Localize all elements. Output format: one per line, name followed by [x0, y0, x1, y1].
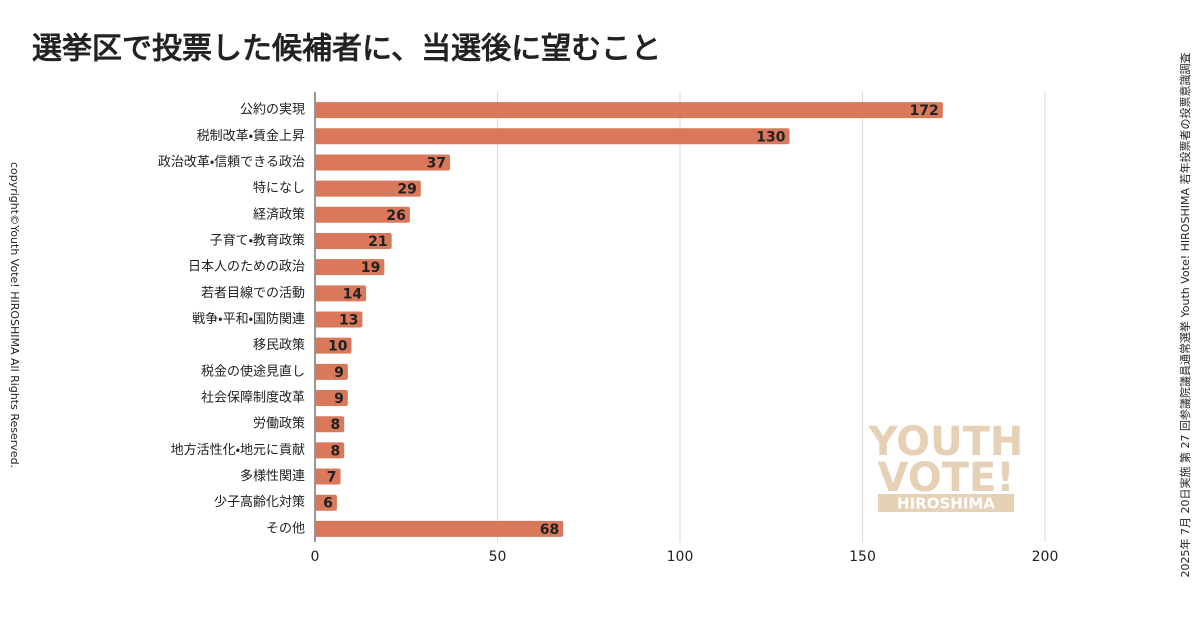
- source-note: 2025年 7月 20日実施 第 27 回参議院議員通常選挙 Youth Vot…: [1178, 53, 1192, 578]
- bar: [315, 180, 421, 197]
- value-label: 14: [343, 286, 363, 302]
- bar: [315, 520, 564, 537]
- y-tick-label: 移民政策: [253, 337, 305, 353]
- y-tick-label: 少子高齢化対策: [214, 494, 305, 510]
- logo-line: VOTE!: [877, 455, 1014, 501]
- value-label: 9: [334, 391, 344, 407]
- y-tick-label: 政治改革・信頼できる政治: [158, 154, 305, 170]
- y-tick-label: 日本人のための政治: [188, 260, 305, 275]
- y-tick-label: 多様性関連: [240, 469, 305, 484]
- x-tick-label: 0: [311, 549, 320, 565]
- value-label: 10: [328, 339, 348, 355]
- value-label: 172: [910, 103, 939, 119]
- bar: [315, 442, 345, 459]
- bar: [315, 206, 410, 223]
- bar: [315, 468, 341, 485]
- bar: [315, 337, 352, 354]
- value-label: 68: [540, 522, 559, 538]
- logo-line: YOUTH: [868, 419, 1024, 465]
- y-tick-label: 税制改革・賃金上昇: [197, 129, 305, 144]
- value-label: 6: [323, 496, 333, 512]
- x-tick-label: 50: [489, 549, 507, 565]
- bar: [315, 154, 451, 171]
- y-tick-label: 労働政策: [253, 416, 305, 432]
- y-tick-label: 公約の実現: [240, 102, 305, 118]
- chart-title: 選挙区で投票した候補者に、当選後に望むこと: [32, 32, 661, 67]
- y-tick-label: その他: [266, 521, 305, 536]
- bar: [315, 232, 392, 249]
- logo-sub: HIROSHIMA: [897, 495, 995, 513]
- y-tick-label: 特になし: [253, 181, 305, 196]
- logo: YOUTH VOTE! HIROSHIMA: [868, 419, 1024, 513]
- value-label: 130: [756, 129, 785, 145]
- y-tick-label: 若者目線での活動: [201, 285, 305, 301]
- y-tick-label: 税金の使途見直し: [201, 363, 305, 379]
- value-label: 29: [397, 182, 416, 198]
- bar: [315, 102, 943, 119]
- bar: [315, 311, 363, 328]
- value-label: 8: [330, 443, 340, 459]
- bar: [315, 128, 790, 145]
- bar: [315, 259, 385, 276]
- y-tick-label: 経済政策: [253, 206, 305, 222]
- x-tick-label: 150: [849, 549, 876, 565]
- x-tick-label: 100: [667, 549, 694, 565]
- value-label: 19: [361, 260, 380, 276]
- value-label: 7: [327, 470, 337, 486]
- copyright: copyright©Youth Vote! HIROSHIMA All Righ…: [8, 162, 21, 468]
- y-tick-label: 子育て・教育政策: [210, 232, 305, 248]
- value-label: 9: [334, 365, 344, 381]
- value-label: 21: [368, 234, 387, 250]
- y-tick-label: 戦争・平和・国防関連: [192, 311, 305, 327]
- bar: [315, 494, 337, 511]
- value-label: 8: [330, 417, 340, 433]
- bar: [315, 416, 345, 433]
- bar: [315, 390, 348, 407]
- bar: [315, 363, 348, 380]
- bar: [315, 285, 367, 302]
- value-label: 26: [386, 208, 405, 224]
- value-label: 37: [427, 155, 446, 171]
- y-tick-label: 地方活性化・地元に貢献: [171, 442, 305, 458]
- logo-band: [878, 494, 1014, 512]
- x-tick-label: 200: [1032, 549, 1059, 565]
- y-tick-label: 社会保障制度改革: [201, 390, 305, 406]
- value-label: 13: [339, 313, 358, 329]
